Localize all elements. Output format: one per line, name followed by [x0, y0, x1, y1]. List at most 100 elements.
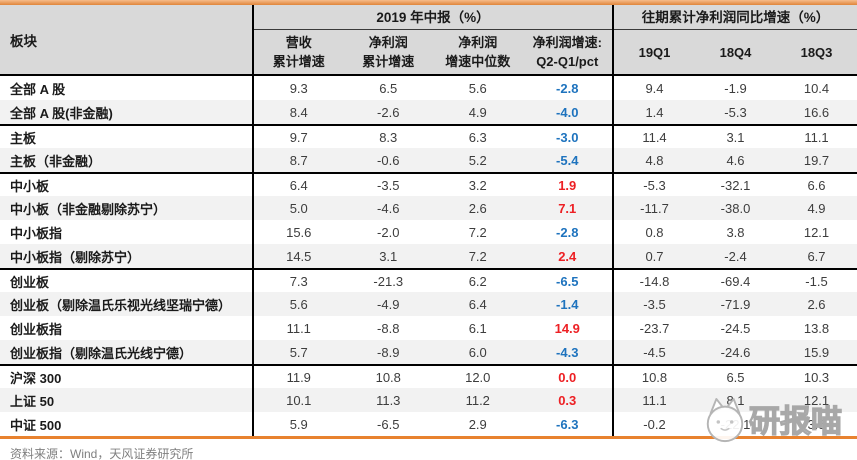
- cell-value: -23.7: [639, 320, 670, 336]
- cells-prior: -23.7 -24.5 13.8: [612, 316, 857, 340]
- cell-value: 11.1: [642, 392, 667, 408]
- cell-value: 12.1: [803, 224, 830, 240]
- cell-value: 3.1: [379, 248, 398, 264]
- cell-value: 10.3: [803, 369, 830, 385]
- cell-value: -0.2: [643, 416, 666, 432]
- table-row: 主板 9.7 8.3 6.3 -3.0 11.4 3.1 11.1: [0, 124, 857, 148]
- cells-2019: 5.6 -4.9 6.4 -1.4: [252, 292, 612, 316]
- cell-value: -5.3: [643, 177, 666, 193]
- cell-q2q1: -6.5: [556, 273, 579, 289]
- header-col-19q1: 19Q1: [638, 44, 671, 60]
- cells-prior: 4.8 4.6 19.7: [612, 148, 857, 172]
- cell-value: -2.6: [377, 104, 400, 120]
- cells-2019: 9.3 6.5 5.6 -2.8: [252, 76, 612, 100]
- cell-value: 7.3: [289, 273, 308, 289]
- cells-prior: 1.4 -5.3 16.6: [612, 100, 857, 124]
- cells-prior: -14.8 -69.4 -1.5: [612, 270, 857, 292]
- cell-value: 11.2: [465, 392, 490, 408]
- row-label: 全部 A 股: [10, 81, 66, 97]
- table-row: 中证 500 5.9 -6.5 2.9 -6.3 -0.2 -22.1 3.5: [0, 412, 857, 436]
- cell-value: 4.9: [468, 104, 487, 120]
- cell-value: 5.6: [289, 296, 308, 312]
- cell-value: 7.2: [468, 224, 487, 240]
- cells-prior: 9.4 -1.9 10.4: [612, 76, 857, 100]
- top-accent-line: [0, 0, 857, 5]
- header-col-netprofit-median: 净利润 增速中位数: [445, 34, 511, 70]
- cell-value: 19.7: [803, 152, 830, 168]
- cell-value: -3.5: [643, 296, 666, 312]
- row-label: 创业板: [10, 274, 50, 290]
- cell-value: 5.6: [468, 80, 487, 96]
- cell-value: 5.9: [289, 416, 308, 432]
- cell-value: 10.1: [286, 392, 312, 408]
- cell-q2q1: -4.0: [556, 104, 579, 120]
- cells-prior: -0.2 -22.1 3.5: [612, 412, 857, 436]
- cells-2019: 10.1 11.3 11.2 0.3: [252, 388, 612, 412]
- table-row: 中小板指（剔除苏宁） 14.5 3.1 7.2 2.4 0.7 -2.4 6.7: [0, 244, 857, 268]
- cells-prior: -4.5 -24.6 15.9: [612, 340, 857, 364]
- table-body: 全部 A 股 9.3 6.5 5.6 -2.8 9.4 -1.9 10.4 全部 A 股(非金融…: [0, 76, 857, 436]
- cells-2019: 11.1 -8.8 6.1 14.9: [252, 316, 612, 340]
- table-row: 全部 A 股(非金融) 8.4 -2.6 4.9 -4.0 1.4 -5.3 16.6: [0, 100, 857, 124]
- cells-2019: 5.0 -4.6 2.6 7.1: [252, 196, 612, 220]
- cells-prior: 0.8 3.8 12.1: [612, 220, 857, 244]
- table-row: 创业板（剔除温氏乐视光线坚瑞宁德） 5.6 -4.9 6.4 -1.4 -3.5 -71.9…: [0, 292, 857, 316]
- row-label: 创业板指: [10, 321, 63, 337]
- cell-value: -2.0: [377, 224, 400, 240]
- cell-value: -24.6: [720, 344, 751, 360]
- cells-prior: -11.7 -38.0 4.9: [612, 196, 857, 220]
- cell-value: 6.4: [468, 296, 487, 312]
- source-note: 资料来源：Wind，天风证券研究所: [10, 447, 194, 460]
- table-row: 沪深 300 11.9 10.8 12.0 0.0 10.8 6.5 10.3: [0, 364, 857, 388]
- cell-value: 3.5: [807, 416, 826, 432]
- cell-value: 0.7: [645, 248, 664, 264]
- cell-value: -5.3: [724, 104, 747, 120]
- cells-2019: 5.7 -8.9 6.0 -4.3: [252, 340, 612, 364]
- cell-value: 9.7: [289, 129, 308, 145]
- cell-value: 8.3: [379, 129, 398, 145]
- cells-2019: 5.9 -6.5 2.9 -6.3: [252, 412, 612, 436]
- cell-value: 6.5: [726, 369, 745, 385]
- cells-2019: 8.7 -0.6 5.2 -5.4: [252, 148, 612, 172]
- row-label: 创业板（剔除温氏乐视光线坚瑞宁德）: [10, 297, 232, 313]
- row-label: 主板（非金融）: [10, 153, 102, 169]
- cell-value: 8.7: [289, 152, 308, 168]
- cells-2019: 8.4 -2.6 4.9 -4.0: [252, 100, 612, 124]
- row-label: 上证 50: [10, 393, 55, 409]
- bottom-accent-line: [0, 436, 857, 439]
- cell-value: 1.4: [645, 104, 664, 120]
- cell-value: 9.3: [289, 80, 308, 96]
- cells-prior: 11.4 3.1 11.1: [612, 126, 857, 148]
- table-row: 创业板 7.3 -21.3 6.2 -6.5 -14.8 -69.4 -1.5: [0, 268, 857, 292]
- cell-value: 6.5: [379, 80, 398, 96]
- header-col-revenue-growth: 营收 累计增速: [272, 34, 325, 70]
- header-col-18q4: 18Q4: [719, 44, 752, 60]
- cells-prior: 11.1 8.1 12.1: [612, 388, 857, 412]
- cell-value: -2.4: [724, 248, 747, 264]
- cell-q2q1: -2.8: [556, 224, 579, 240]
- cell-value: 0.8: [645, 224, 664, 240]
- table-row: 创业板指（剔除温氏光线宁德） 5.7 -8.9 6.0 -4.3 -4.5 -24.6 15.…: [0, 340, 857, 364]
- cell-value: -69.4: [720, 273, 751, 289]
- row-label: 中小板指: [10, 225, 63, 241]
- cell-value: 12.0: [465, 369, 491, 385]
- header-col-q2q1: 净利润增速: Q2-Q1/pct: [532, 34, 602, 70]
- cell-value: 4.8: [645, 152, 664, 168]
- row-label: 创业板指（剔除温氏光线宁德）: [10, 345, 193, 361]
- cell-value: -22.1: [720, 416, 751, 432]
- cell-value: 4.6: [726, 152, 745, 168]
- table-row: 主板（非金融） 8.7 -0.6 5.2 -5.4 4.8 4.6 19.7: [0, 148, 857, 172]
- cell-value: -21.3: [373, 273, 404, 289]
- cell-q2q1: 0.0: [558, 369, 577, 385]
- row-label: 主板: [10, 130, 37, 146]
- row-label: 中小板指（剔除苏宁）: [10, 249, 141, 265]
- table-row: 中小板 6.4 -3.5 3.2 1.9 -5.3 -32.1 6.6: [0, 172, 857, 196]
- cells-2019: 6.4 -3.5 3.2 1.9: [252, 174, 612, 196]
- cell-q2q1: 1.9: [558, 177, 577, 193]
- cell-value: -8.9: [377, 344, 400, 360]
- table-row: 创业板指 11.1 -8.8 6.1 14.9 -23.7 -24.5 13.8: [0, 316, 857, 340]
- cell-q2q1: 0.3: [558, 392, 577, 408]
- cell-value: 5.7: [289, 344, 308, 360]
- cell-value: 11.1: [286, 320, 311, 336]
